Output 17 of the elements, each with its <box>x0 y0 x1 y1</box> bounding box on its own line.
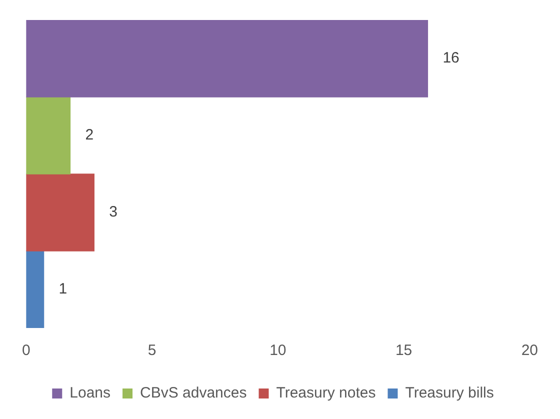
data-label: 2 <box>85 126 94 144</box>
legend-label: CBvS advances <box>140 384 247 402</box>
bar <box>26 174 94 252</box>
legend-label: Loans <box>70 384 111 402</box>
bar <box>26 20 428 98</box>
data-label: 16 <box>442 50 460 67</box>
x-tick-label: 20 <box>521 342 538 360</box>
x-tick-label: 5 <box>148 342 156 360</box>
data-label: 1 <box>58 280 68 298</box>
x-tick-label: 0 <box>22 342 30 360</box>
bar <box>26 250 44 328</box>
x-tick-label: 15 <box>395 342 412 360</box>
data-label: 3 <box>109 204 118 221</box>
legend-label: Treasury bills <box>405 384 494 402</box>
bar <box>26 96 71 174</box>
x-tick-label: 10 <box>270 342 286 360</box>
legend-label: Treasury notes <box>276 384 376 402</box>
